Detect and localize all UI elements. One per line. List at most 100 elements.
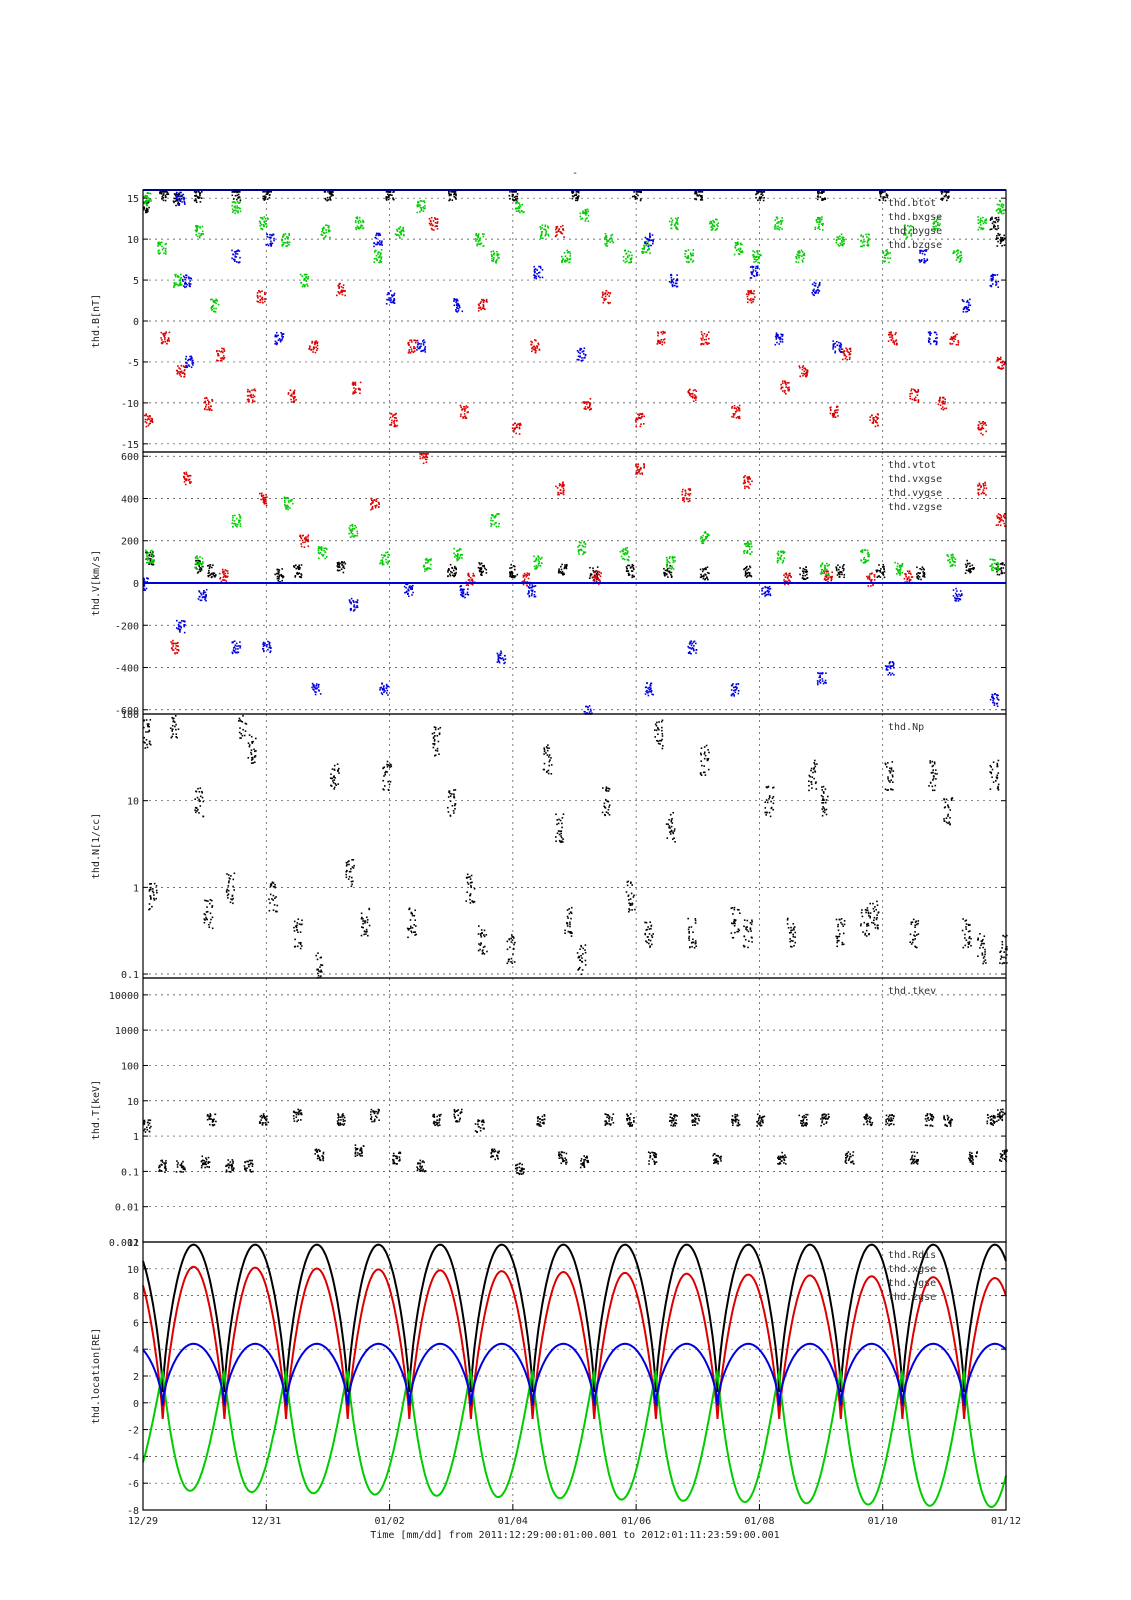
data-point	[420, 207, 423, 209]
data-point	[592, 567, 594, 569]
data-point	[803, 370, 806, 373]
data-point	[819, 192, 821, 194]
data-point	[750, 543, 752, 545]
data-point	[817, 192, 819, 194]
data-point	[665, 556, 668, 559]
data-point	[223, 350, 226, 352]
data-point	[737, 241, 739, 244]
data-point	[479, 563, 481, 566]
data-point	[547, 234, 550, 237]
data-point	[762, 199, 765, 202]
data-point	[749, 266, 752, 268]
data-point	[934, 331, 937, 334]
data-point	[671, 280, 674, 282]
data-point	[233, 650, 235, 652]
data-point	[168, 338, 170, 340]
data-point	[525, 574, 527, 576]
data-point	[816, 289, 818, 292]
data-point	[940, 198, 942, 200]
data-point	[282, 575, 285, 578]
data-point	[257, 301, 259, 303]
data-point	[163, 332, 166, 335]
data-point	[582, 359, 584, 362]
data-point	[209, 574, 211, 576]
data-point	[690, 253, 692, 256]
data-point	[572, 195, 575, 198]
data-point	[757, 267, 759, 269]
data-point	[428, 559, 430, 561]
data-point	[776, 218, 779, 220]
data-point	[395, 417, 397, 419]
data-point	[875, 419, 877, 422]
data-point	[803, 367, 805, 370]
data-point	[545, 233, 547, 236]
data-point	[818, 284, 820, 287]
data-point	[539, 276, 541, 279]
data-point	[420, 453, 423, 456]
data-point	[341, 289, 343, 292]
data-point	[577, 191, 580, 193]
data-point	[198, 568, 201, 571]
data-point	[746, 569, 748, 571]
data-point	[383, 691, 385, 693]
data-point	[422, 200, 425, 203]
data-point	[606, 239, 608, 242]
data-point	[701, 342, 704, 345]
data-point	[966, 562, 969, 565]
data-point	[991, 273, 994, 276]
data-point	[270, 234, 273, 236]
data-point	[935, 340, 938, 343]
data-point	[146, 556, 148, 558]
data-point	[413, 339, 415, 342]
data-point	[393, 198, 395, 201]
data-point	[733, 404, 736, 407]
data-point	[256, 294, 259, 297]
data-point	[237, 523, 239, 526]
y-tick-label: -400	[115, 664, 139, 675]
data-point	[688, 494, 691, 497]
data-point	[711, 224, 713, 227]
data-point	[774, 228, 776, 230]
data-point	[290, 500, 292, 502]
data-point	[701, 339, 703, 341]
data-point	[465, 417, 468, 419]
data-point	[270, 646, 272, 649]
data-point	[921, 566, 924, 568]
data-point	[262, 643, 264, 645]
data-point	[822, 199, 825, 201]
data-point	[667, 560, 670, 563]
data-point	[387, 560, 389, 563]
data-point	[952, 337, 954, 340]
data-point	[528, 574, 530, 576]
data-point	[183, 473, 186, 475]
data-point	[999, 242, 1002, 245]
data-point	[950, 336, 953, 338]
data-point	[162, 334, 165, 336]
data-point	[381, 240, 383, 243]
data-point	[183, 366, 186, 368]
data-point	[760, 196, 763, 198]
data-point	[526, 574, 528, 577]
data-point	[209, 408, 211, 410]
data-point	[630, 261, 632, 263]
data-point	[222, 357, 225, 360]
data-point	[798, 250, 800, 252]
data-point	[266, 193, 269, 195]
data-point	[701, 539, 704, 541]
data-point	[580, 348, 583, 350]
data-point	[589, 398, 592, 400]
data-point	[816, 216, 819, 219]
data-point	[531, 341, 533, 344]
data-point	[989, 558, 992, 561]
data-point	[477, 566, 480, 569]
data-point	[636, 471, 639, 474]
data-point	[534, 568, 536, 570]
data-point	[453, 575, 455, 578]
data-point	[182, 193, 185, 196]
data-point	[934, 227, 937, 230]
data-point	[236, 645, 238, 647]
data-point	[417, 202, 419, 204]
data-point	[184, 373, 186, 376]
data-point	[631, 574, 634, 577]
data-point	[150, 558, 152, 560]
